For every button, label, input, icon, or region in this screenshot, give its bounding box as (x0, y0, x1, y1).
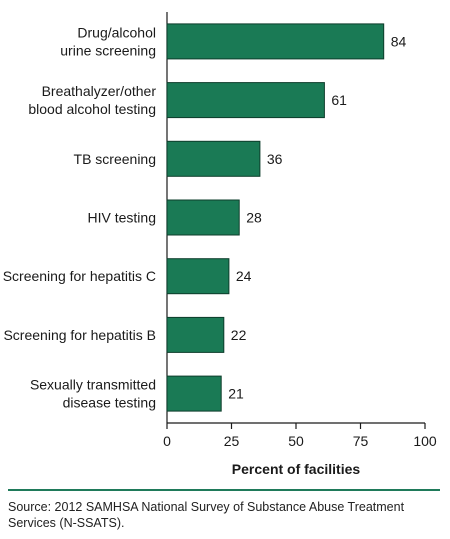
category-label: Screening for hepatitis B (3, 327, 156, 343)
x-tick-label: 25 (224, 433, 240, 449)
x-axis-title: Percent of facilities (232, 461, 361, 477)
x-tick-label: 50 (288, 433, 304, 449)
category-label: urine screening (60, 42, 156, 58)
x-tick-label: 100 (413, 433, 437, 449)
bar (166, 258, 230, 295)
source-note: Source: 2012 SAMHSA National Survey of S… (8, 500, 405, 530)
category-label: Sexually transmitted (30, 377, 156, 393)
category-label: HIV testing (88, 210, 156, 226)
category-label: Screening for hepatitis C (3, 268, 156, 284)
data-label: 28 (246, 210, 262, 226)
bar-chart: 84 Drug/alcohol urine screening 61 Breathaly… (3, 12, 437, 477)
data-label: 84 (391, 33, 407, 49)
data-label: 24 (236, 268, 252, 284)
bar (166, 23, 385, 60)
data-label: 61 (331, 92, 347, 108)
bar (166, 82, 325, 119)
bar (166, 140, 261, 177)
data-label: 22 (231, 327, 247, 343)
bar (166, 316, 225, 353)
category-label: Drug/alcohol (77, 24, 156, 40)
x-tick-label: 0 (163, 433, 171, 449)
category-label: Breathalyzer/other (42, 83, 157, 99)
source-divider (8, 489, 440, 491)
x-tick-label: 75 (353, 433, 369, 449)
category-label: TB screening (74, 151, 156, 167)
category-label: blood alcohol testing (28, 101, 156, 117)
data-label: 21 (228, 386, 244, 402)
category-label: disease testing (63, 395, 156, 411)
data-label: 36 (267, 151, 283, 167)
bar (166, 375, 222, 412)
bar (166, 199, 240, 236)
